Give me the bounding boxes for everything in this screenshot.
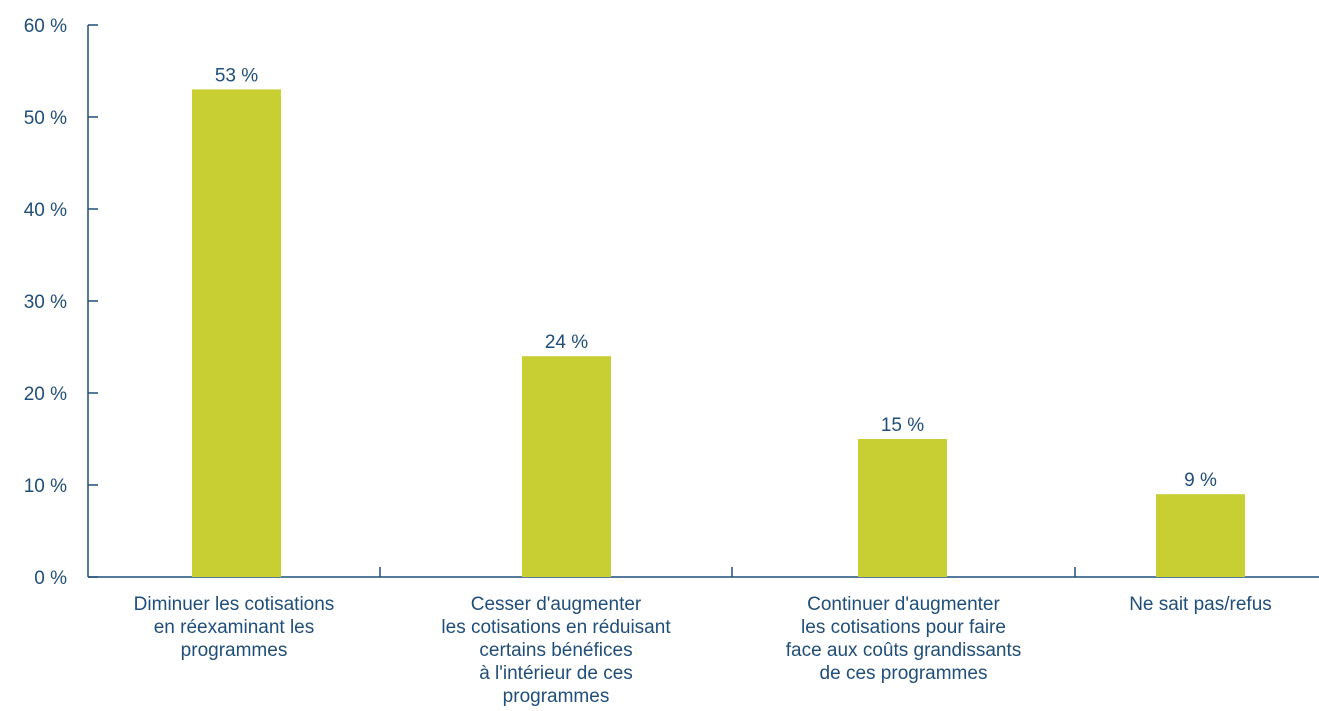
y-tick-label: 60 % [24, 16, 67, 37]
category-label: Ne sait pas/refus [1129, 594, 1272, 615]
value-labels: 53 % 24 % 15 % 9 % [215, 65, 1217, 491]
category-label-line: face aux coûts grandissants [786, 640, 1022, 661]
value-label: 9 % [1184, 470, 1217, 491]
y-tick-label: 40 % [24, 200, 67, 221]
category-label-line: les cotisations en réduisant [441, 617, 671, 638]
category-label: Diminuer les cotisations en réexaminant l… [134, 594, 335, 661]
y-tick-label: 30 % [24, 292, 67, 313]
bar [522, 356, 611, 577]
bar [192, 89, 281, 578]
value-label: 53 % [215, 65, 258, 86]
category-label-line: programmes [181, 640, 288, 661]
category-label-line: de ces programmes [820, 663, 988, 684]
category-label-line: en réexaminant les [154, 617, 315, 638]
y-tick-label: 50 % [24, 108, 67, 129]
value-label: 24 % [545, 332, 588, 353]
y-axis: 0 % 10 % 20 % 30 % 40 % 50 % 60 % [24, 16, 98, 589]
category-label: Continuer d'augmenter les cotisations pou… [786, 594, 1022, 684]
category-label-line: certains bénéfices [479, 640, 632, 661]
y-tick-label: 20 % [24, 384, 67, 405]
bar [858, 439, 947, 577]
y-tick-label: 10 % [24, 476, 67, 497]
category-label-line: à l'intérieur de ces [479, 663, 633, 684]
category-label-line: les cotisations pour faire [801, 617, 1006, 638]
category-label-line: Cesser d'augmenter [471, 594, 642, 615]
y-tick-label: 0 % [34, 568, 67, 589]
category-label: Cesser d'augmenter les cotisations en réd… [441, 594, 671, 707]
category-labels: Diminuer les cotisations en réexaminant l… [134, 594, 1272, 707]
category-label-line: programmes [503, 686, 610, 707]
bars [192, 89, 1245, 578]
category-label-line: Ne sait pas/refus [1129, 594, 1272, 615]
category-label-line: Diminuer les cotisations [134, 594, 335, 615]
category-label-line: Continuer d'augmenter [807, 594, 1000, 615]
bar [1156, 494, 1245, 577]
x-axis [88, 567, 1319, 578]
value-label: 15 % [881, 415, 924, 436]
